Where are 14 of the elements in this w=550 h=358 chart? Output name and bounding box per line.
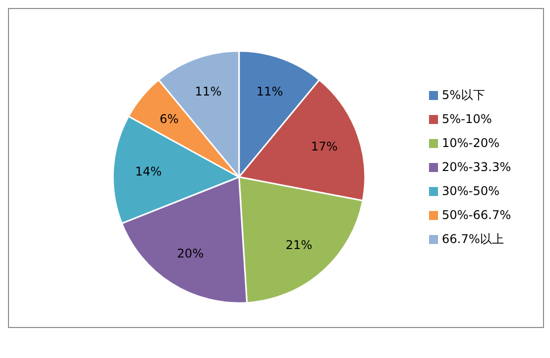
data-label: 11%	[256, 84, 284, 99]
legend-label: 30%-50%	[442, 184, 500, 198]
legend-label: 66.7%以上	[442, 232, 504, 246]
data-label: 20%	[177, 246, 204, 261]
data-label: 17%	[311, 139, 338, 154]
legend-label: 5%以下	[442, 88, 485, 102]
data-label: 21%	[286, 238, 312, 252]
data-label: 6%	[160, 112, 179, 126]
legend-label: 20%-33.3%	[442, 160, 511, 174]
legend-label: 10%-20%	[442, 136, 500, 150]
data-label: 11%	[194, 84, 222, 99]
legend-label: 50%-66.7%	[442, 208, 511, 222]
legend-label: 5%-10%	[442, 112, 492, 126]
data-label: 14%	[135, 164, 162, 178]
